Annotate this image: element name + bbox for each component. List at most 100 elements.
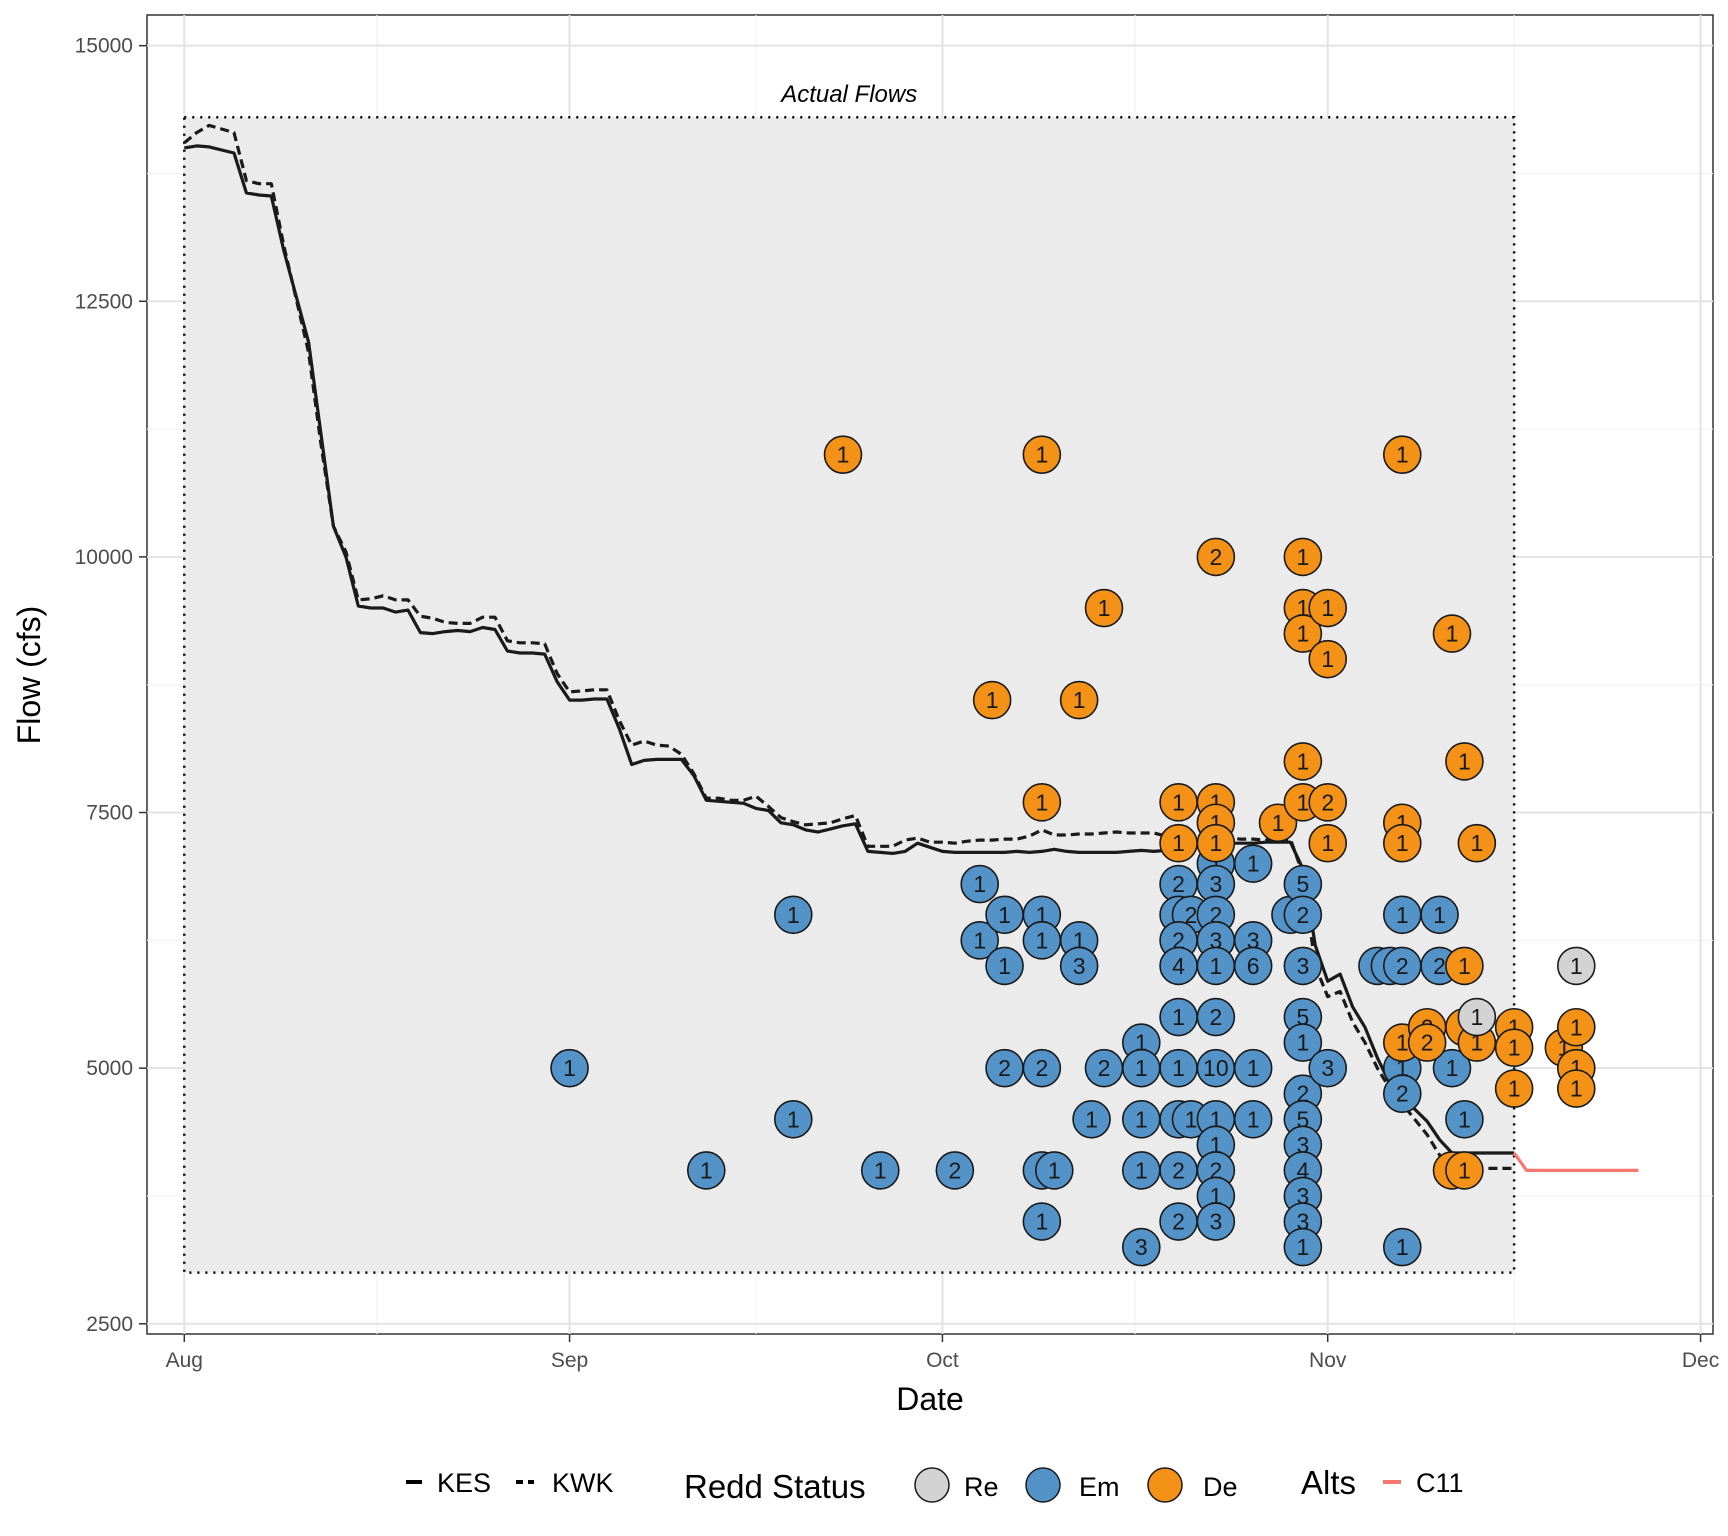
redd-point: 3	[1196, 1202, 1236, 1241]
redd-point-label: 1	[1296, 1030, 1309, 1056]
redd-point: 1	[823, 435, 863, 474]
redd-point: 1	[1233, 844, 1273, 883]
axes: Aug Sep Oct Nov Dec 2500 5000 7500 10000 12500 150…	[75, 35, 1720, 1372]
redd-point-label: 1	[563, 1055, 576, 1081]
redd-point-label: 3	[1321, 1055, 1334, 1081]
redd-point-label: 3	[1073, 953, 1086, 979]
redd-point: 1	[1432, 614, 1472, 653]
legend-de-label: De	[1203, 1472, 1238, 1502]
redd-point-circle	[1283, 742, 1323, 781]
x-tick-label: Sep	[551, 1349, 588, 1372]
redd-point-label: 1	[973, 871, 986, 897]
redd-point: 1	[1308, 823, 1348, 863]
redd-point-circle	[1121, 1227, 1161, 1267]
legend-re-key	[914, 1467, 950, 1503]
redd-point-label: 1	[1446, 621, 1459, 647]
redd-point: 1	[1445, 742, 1484, 781]
redd-point-label: 2	[1098, 1055, 1111, 1081]
redd-point-circle	[1308, 823, 1348, 863]
redd-point: 2	[1084, 1048, 1124, 1088]
redd-point-circle	[1556, 1069, 1596, 1108]
redd-point-circle	[1072, 1099, 1111, 1139]
redd-point-circle	[1432, 1048, 1472, 1088]
redd-point-label: 1	[1035, 1209, 1048, 1235]
redd-point: 1	[960, 864, 1000, 904]
x-tick-label: Nov	[1309, 1349, 1347, 1372]
redd-point-label: 1	[1396, 1234, 1409, 1260]
legend-em-key	[1025, 1467, 1061, 1503]
legend-alts-title: Alts	[1301, 1464, 1356, 1501]
redd-point: 1	[1382, 895, 1422, 935]
redd-point-label: 3	[1296, 953, 1309, 979]
redd-point-label: 5	[1296, 1106, 1309, 1132]
redd-point-circle	[823, 435, 863, 474]
redd-point: 2	[1196, 537, 1236, 577]
redd-point: 1	[960, 921, 1000, 960]
redd-point-label: 1	[1048, 1157, 1061, 1183]
redd-point-circle	[1196, 823, 1236, 863]
redd-point: 1	[1034, 1151, 1074, 1190]
redd-point-label: 1	[1508, 1076, 1521, 1102]
redd-point-circle	[1457, 823, 1497, 863]
redd-point-label: 1	[1296, 621, 1309, 647]
redd-point-label: 1	[1296, 789, 1309, 815]
x-tick-label: Oct	[926, 1349, 959, 1372]
redd-point: 2	[1283, 895, 1323, 935]
redd-point-label: 1	[1296, 1234, 1309, 1260]
redd-point-label: 1	[700, 1157, 713, 1183]
redd-point-label: 1	[1247, 1106, 1260, 1132]
redd-point: 1	[1457, 997, 1497, 1037]
redd-point-label: 2	[1172, 1209, 1185, 1235]
redd-point-circle	[1445, 742, 1484, 781]
redd-point-circle	[860, 1151, 900, 1190]
line-c11	[1512, 1152, 1639, 1172]
redd-point-label: 1	[837, 442, 850, 468]
actual-flows-label: Actual Flows	[779, 81, 917, 108]
y-tick-label: 7500	[86, 802, 133, 825]
redd-point-label: 1	[1135, 1055, 1148, 1081]
redd-point-label: 1	[998, 953, 1011, 979]
redd-point-label: 1	[1209, 1106, 1222, 1132]
redd-point-circle	[1445, 1151, 1484, 1190]
redd-point: 1	[686, 1151, 726, 1190]
redd-point-label: 1	[998, 902, 1011, 928]
redd-point-circle	[1283, 1227, 1323, 1267]
line-kwk	[183, 123, 1515, 1170]
redd-point-label: 1	[1296, 544, 1309, 570]
redd-point-label: 2	[1172, 871, 1185, 897]
redd-point-label: 10	[1203, 1055, 1229, 1081]
redd-point-label: 1	[1470, 1030, 1483, 1056]
redd-point-label: 2	[1209, 1004, 1222, 1030]
redd-point-label: 1	[787, 1106, 800, 1132]
redd-point-label: 5	[1296, 871, 1309, 897]
redd-point-circle	[1494, 1028, 1534, 1068]
redd-point: 1	[773, 895, 813, 935]
redd-point: 1	[1445, 946, 1484, 986]
redd-point-circle	[1283, 895, 1323, 935]
redd-point-label: 1	[1172, 789, 1185, 815]
redd-point: 1	[1283, 1023, 1323, 1062]
redd-point-label: 1	[1247, 1055, 1260, 1081]
redd-point-circle	[1382, 1227, 1422, 1267]
redd-point: 2	[1196, 997, 1236, 1037]
redd-point-label: 1	[1209, 953, 1222, 979]
redd-point-label: 1	[1209, 1132, 1222, 1158]
redd-point: 10	[1196, 1048, 1236, 1088]
redd-point-circle	[960, 864, 1000, 904]
redd-point-label: 2	[1209, 1157, 1222, 1183]
redd-point: 1	[1121, 1099, 1161, 1139]
redd-point-label: 5	[1296, 1004, 1309, 1030]
redd-point-label: 1	[1470, 1004, 1483, 1030]
redd-point-circle	[1283, 537, 1323, 577]
redd-point: 2	[1382, 946, 1422, 986]
redd-point: 1	[985, 946, 1024, 986]
redd-point-label: 1	[1272, 810, 1285, 836]
redd-point-label: 1	[1570, 953, 1583, 979]
redd-point-circle	[1420, 895, 1459, 935]
y-tick-label: 5000	[86, 1057, 133, 1080]
legend-status-title: Redd Status	[684, 1468, 866, 1505]
redd-point-label: 3	[1296, 1209, 1309, 1235]
redd-point-label: 1	[1073, 687, 1086, 713]
redd-point-label: 1	[1073, 927, 1086, 953]
redd-point-circle	[1308, 639, 1348, 679]
